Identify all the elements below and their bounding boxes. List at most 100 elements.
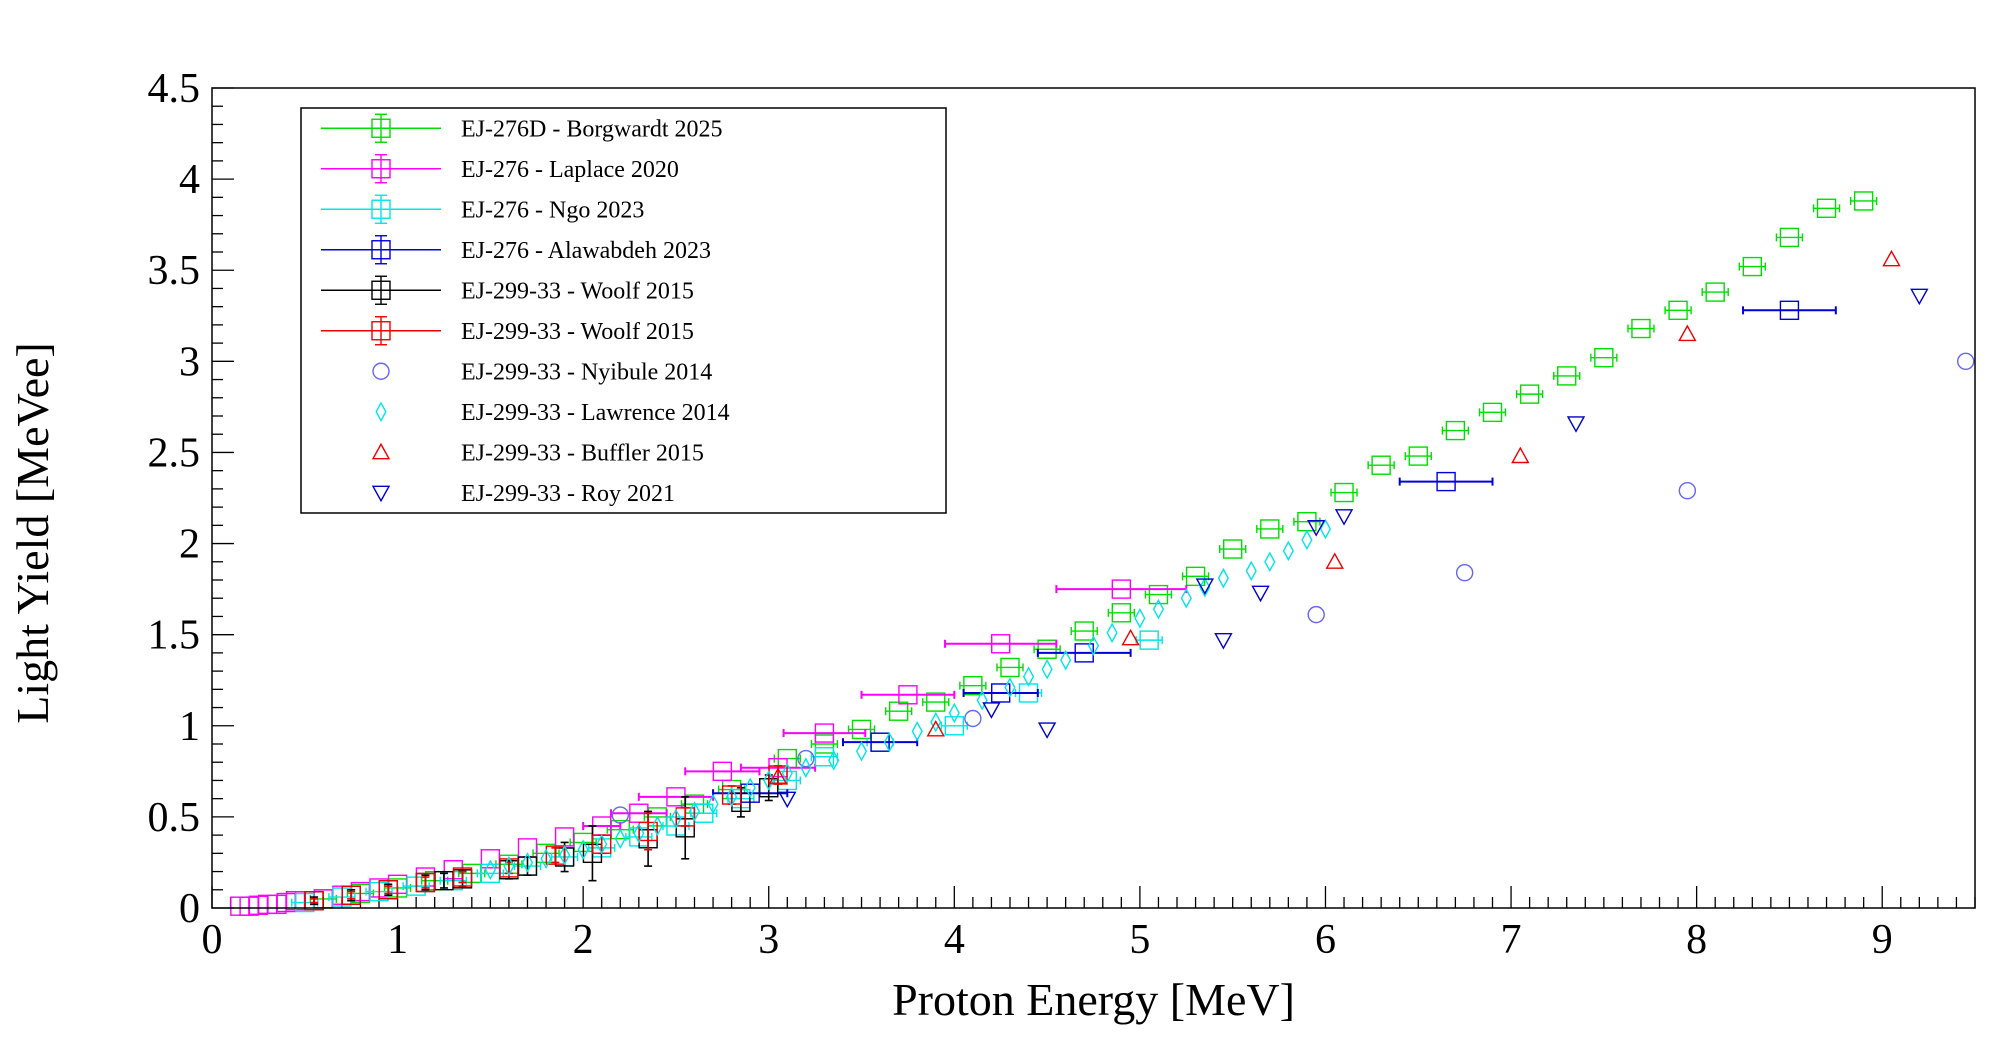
data-point xyxy=(944,634,1058,654)
marker xyxy=(855,741,868,762)
data-point xyxy=(1152,598,1165,620)
marker xyxy=(1134,608,1146,629)
data-point xyxy=(1678,482,1697,500)
marker xyxy=(1482,402,1503,423)
marker xyxy=(596,833,608,855)
data-point xyxy=(1214,633,1233,650)
data-point xyxy=(1334,509,1354,526)
data-point xyxy=(596,833,608,855)
marker xyxy=(638,821,658,842)
marker xyxy=(540,848,552,870)
marker xyxy=(1816,198,1837,218)
data-point xyxy=(1264,551,1276,573)
data-point xyxy=(1107,603,1136,623)
x-tick-label: 7 xyxy=(1501,917,1522,963)
marker xyxy=(1301,529,1313,551)
data-point xyxy=(800,757,812,778)
legend-entry: EJ-299-33 - Buffler 2015 xyxy=(371,440,704,466)
data-point xyxy=(341,885,361,905)
marker xyxy=(304,891,324,911)
marker xyxy=(781,762,793,784)
marker xyxy=(1455,564,1474,582)
marker xyxy=(1264,551,1276,573)
plot-frame xyxy=(211,87,1976,909)
data-point xyxy=(721,785,742,805)
marker xyxy=(503,855,515,877)
marker xyxy=(1185,566,1206,587)
marker xyxy=(814,747,835,767)
y-tick-label: 4 xyxy=(179,157,200,203)
marker xyxy=(1022,666,1035,687)
y-tick-label: 0.5 xyxy=(148,795,201,841)
data-point xyxy=(1022,666,1035,687)
data-point xyxy=(1319,518,1332,540)
legend-label: EJ-299-33 - Nyibule 2014 xyxy=(461,359,712,385)
data-point xyxy=(1055,579,1188,599)
marker xyxy=(851,719,872,740)
data-point xyxy=(962,683,1039,703)
data-point xyxy=(1041,659,1053,680)
data-point xyxy=(797,749,815,768)
data-point xyxy=(476,863,505,884)
x-tick-label: 4 xyxy=(944,917,965,963)
marker xyxy=(1251,585,1270,603)
data-point xyxy=(1455,564,1474,582)
marker xyxy=(545,845,566,865)
marker xyxy=(688,801,701,822)
data-point xyxy=(1301,529,1313,551)
legend-entry: EJ-299-33 - Lawrence 2014 xyxy=(375,400,730,426)
legend: EJ-276D - Borgwardt 2025 EJ-276 - Laplace… xyxy=(300,107,947,514)
marker xyxy=(1148,584,1169,605)
data-point xyxy=(781,762,793,784)
y-tick-label: 2 xyxy=(179,522,200,568)
legend-label: EJ-299-33 - Roy 2021 xyxy=(461,481,675,507)
data-point xyxy=(1121,628,1140,646)
marker xyxy=(1371,455,1391,475)
marker xyxy=(1678,482,1697,500)
data-point xyxy=(996,657,1024,678)
data-point xyxy=(1664,300,1692,321)
legend-entry: EJ-276D - Borgwardt 2025 xyxy=(321,113,723,143)
data-point xyxy=(688,801,701,822)
marker xyxy=(726,786,738,808)
marker xyxy=(814,723,835,743)
marker xyxy=(991,683,1011,703)
marker xyxy=(744,777,756,798)
marker xyxy=(1957,352,1975,371)
series-7 xyxy=(484,518,1332,880)
marker xyxy=(778,791,797,809)
marker xyxy=(633,823,645,844)
legend-label: EJ-276 - Laplace 2020 xyxy=(461,157,679,183)
data-point xyxy=(1135,630,1163,650)
marker xyxy=(948,702,960,724)
marker xyxy=(1214,633,1233,650)
data-point xyxy=(1849,191,1878,211)
marker xyxy=(1074,621,1094,641)
x-tick-label: 2 xyxy=(573,917,594,963)
data-point xyxy=(982,702,1001,719)
data-point xyxy=(1256,519,1284,539)
data-point xyxy=(1245,560,1257,582)
data-point xyxy=(1511,446,1530,464)
marker xyxy=(712,761,733,782)
data-point xyxy=(1307,605,1325,624)
data-point xyxy=(503,855,515,877)
marker xyxy=(378,880,398,900)
data-point xyxy=(1957,352,1975,371)
series-3 xyxy=(712,300,1837,803)
legend-label: EJ-276 - Ngo 2023 xyxy=(461,197,644,223)
data-point xyxy=(1627,318,1655,339)
marker xyxy=(870,732,890,752)
marker xyxy=(1245,560,1257,582)
data-point xyxy=(778,791,797,809)
marker xyxy=(898,685,918,705)
marker xyxy=(1742,256,1763,277)
data-point xyxy=(959,675,987,696)
marker xyxy=(1260,519,1280,539)
legend-label: EJ-299-33 - Woolf 2015 xyxy=(461,278,694,304)
legend-marker xyxy=(371,442,391,460)
data-point xyxy=(1742,300,1837,321)
data-point xyxy=(1590,347,1618,368)
marker xyxy=(484,859,496,880)
data-point xyxy=(1217,567,1230,589)
